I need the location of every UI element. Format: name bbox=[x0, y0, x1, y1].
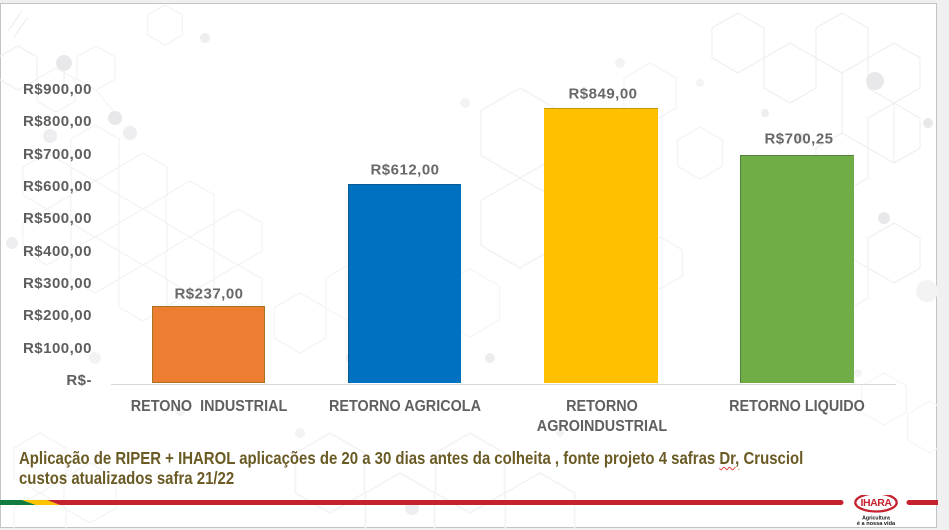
svg-text:é a nossa vida: é a nossa vida bbox=[857, 521, 896, 527]
svg-text:Agricultura: Agricultura bbox=[862, 515, 890, 521]
svg-text:IHARA: IHARA bbox=[861, 497, 893, 509]
